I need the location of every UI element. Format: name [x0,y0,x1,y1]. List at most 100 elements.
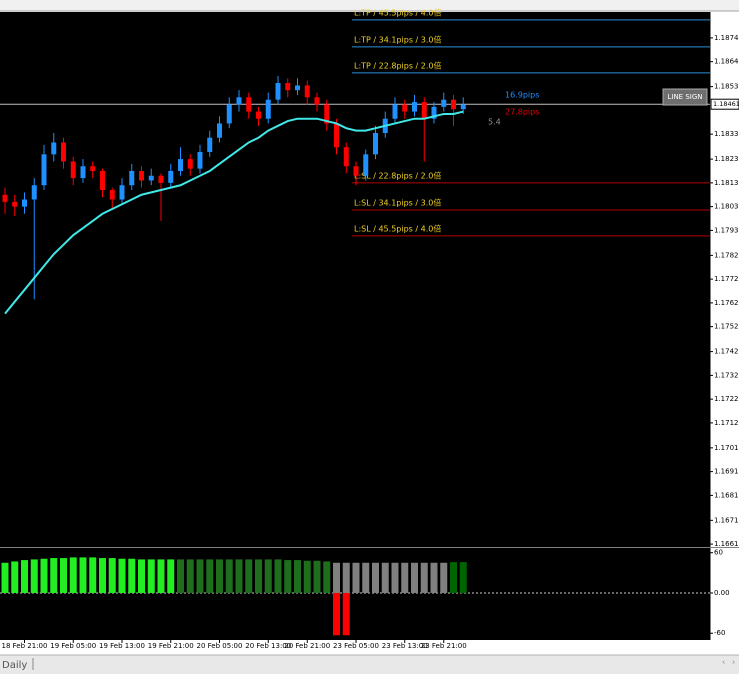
candle-body [402,104,408,112]
candle-body [51,142,57,155]
candle-body [392,104,398,119]
candle-body [265,99,271,119]
histogram-bar [1,562,9,593]
candle-body [421,102,427,119]
y-tick-label: 1.17320 [714,371,739,379]
candle-body [129,170,135,186]
histogram-bar [284,560,292,593]
y-tick-label: 1.17220 [714,395,739,403]
candle-body [353,166,359,176]
candle-body [363,154,369,176]
candle-body [246,97,252,112]
pips-label: 16.9pips [505,91,539,100]
candle-body [197,151,203,169]
candle-body [256,111,261,119]
candle-body [31,185,37,200]
histogram-bar [264,559,272,593]
level-label: L:TP / 45.5pips / 4.0倍 [354,7,442,17]
y-tick-label: -60 [714,629,725,637]
histogram-bar [40,558,48,593]
y-tick-label: 1.17015 [714,444,739,452]
histogram-bar [196,559,204,593]
x-tick-label: 20 Feb 05:00 [197,642,243,650]
histogram-bar [157,559,165,593]
y-tick-label: 1.18130 [714,179,739,187]
candle-body [178,159,183,171]
x-tick-label: 23 Feb 13:00 [382,642,428,650]
histogram-bar [118,558,126,593]
histogram-bar [411,562,418,593]
tab-label[interactable]: Daily [2,660,27,671]
line-sign-button[interactable] [662,88,708,106]
y-tick-label: 1.18230 [714,155,739,163]
candle-body [187,159,193,169]
histogram-bar [391,562,399,593]
histogram-bar [235,559,243,593]
histogram-bar [79,557,87,593]
candle-body [168,170,174,183]
histogram-bar [216,559,223,593]
candle-body [285,83,291,91]
histogram-bar [60,558,67,593]
candle-body [90,166,96,171]
y-tick-label: 1.18030 [714,203,739,211]
histogram-bar [303,560,311,593]
candle-body [109,190,115,200]
y-tick-label: 1.16815 [714,491,739,499]
candle-body [275,83,281,100]
x-tick-label: 23 Feb 21:00 [421,642,467,650]
histogram-bar [245,559,253,593]
scroll-left[interactable]: ‹ [722,658,725,667]
histogram-bar [294,560,301,593]
price-pane [0,12,710,547]
candle-body [334,123,339,148]
x-tick-label: 20 Feb 13:00 [245,642,291,650]
candle-body [41,154,47,186]
y-tick-label: 1.18640 [714,58,739,66]
histogram-bar [206,559,214,593]
histogram-bar [381,562,389,593]
y-tick-label: 1.18535 [714,83,739,91]
histogram-bar [128,558,136,593]
y-tick-label: 1.16710 [714,516,739,524]
moving-average [4,110,464,315]
y-tick-label: 1.18335 [714,130,739,138]
histogram-bar [333,562,340,593]
histogram-bar [440,562,448,593]
histogram-bar [401,562,409,593]
histogram-bar [89,557,97,593]
candle-body [139,170,144,181]
current-price-box [710,98,739,110]
histogram-bar [313,560,321,593]
candle-body [431,106,437,119]
candle-body [61,142,66,162]
histogram-bar [21,560,28,593]
histogram-bar [11,561,19,593]
histogram-bar [138,559,145,593]
histogram-bar [430,562,438,593]
candle-body [148,175,154,181]
histogram-bar [274,559,282,593]
y-tick-label: 60 [714,549,723,557]
scroll-right[interactable]: › [732,658,735,667]
candle-body [158,175,164,183]
candle-body [100,170,105,190]
x-tick-label: 20 Feb 21:00 [284,642,330,650]
candle-body [314,97,320,105]
pips-label: 5.4 [488,118,501,127]
x-tick-label: 19 Feb 05:00 [50,642,96,650]
histogram-bar [99,558,106,593]
candle-body [80,166,86,179]
candle-body [295,85,300,91]
candle-body [324,104,330,124]
y-tick-label: 0.00 [714,589,730,597]
histogram-bar [362,562,370,593]
pips-label: 27.8pips [505,108,539,117]
histogram-bar [167,559,175,593]
candle-body [119,185,125,200]
level-label: L:TP / 22.8pips / 2.0倍 [354,60,442,70]
y-tick-label: 1.17725 [714,275,739,283]
histogram-bar [108,558,116,593]
line-sign-label[interactable]: LINE SIGN [667,93,702,101]
